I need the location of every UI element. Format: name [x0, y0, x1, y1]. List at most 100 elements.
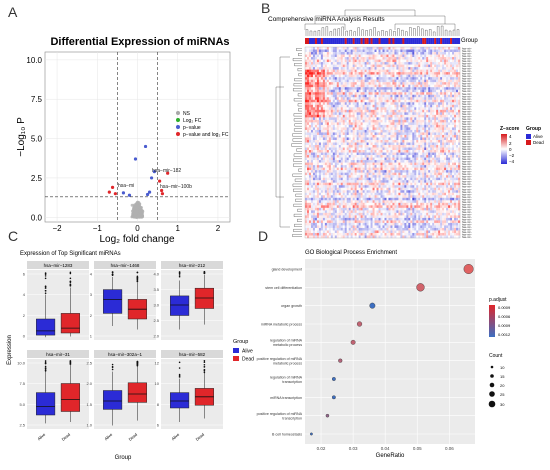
heatmap-cell [386, 109, 389, 113]
volcano-legend: NS Log₂ FC p−value p−value and log₂ FC [176, 111, 229, 138]
heatmap-cell [344, 54, 347, 58]
heatmap-cell [324, 87, 328, 90]
heatmap-cell [370, 124, 373, 128]
heatmap-cell [396, 84, 399, 88]
heatmap-cell [372, 172, 375, 176]
heatmap-cell [396, 170, 399, 173]
heatmap-cell [458, 72, 461, 75]
heatmap-cell [330, 102, 333, 105]
heatmap-cell [446, 162, 449, 166]
heatmap-cell [340, 97, 343, 100]
heatmap-cell [376, 79, 379, 83]
heatmap-cell [314, 92, 318, 95]
heatmap-cell [310, 62, 314, 65]
heatmap-cell [352, 134, 355, 138]
heatmap-cell [382, 94, 385, 98]
heatmap-cell [452, 175, 455, 178]
heatmap-cell [346, 82, 349, 85]
heatmap-cell [350, 157, 353, 161]
heatmap-cell [458, 122, 461, 126]
heatmap-cell [430, 160, 433, 163]
heatmap-cell [428, 139, 431, 143]
heatmap-cell [372, 137, 375, 141]
heatmap-cell [448, 102, 451, 105]
heatmap-cell [320, 119, 324, 123]
heatmap-cell [334, 177, 337, 181]
heatmap-cell [406, 69, 409, 73]
heatmap-cell [310, 187, 314, 191]
heatmap-cell [354, 167, 357, 171]
heatmap-cell [414, 72, 417, 75]
heatmap-cell [432, 170, 435, 173]
heatmap-cell [384, 84, 387, 88]
heatmap-cell [454, 74, 457, 78]
heatmap-cell [310, 109, 314, 113]
heatmap-cell [454, 52, 457, 55]
heatmap-cell [386, 117, 389, 121]
heatmap-cell [418, 89, 421, 93]
heatmap-cell [374, 97, 377, 100]
heatmap-cell [446, 117, 449, 121]
heatmap-cell [404, 102, 407, 105]
heatmap-cell [388, 170, 391, 173]
heatmap-cell [452, 147, 455, 151]
heatmap-cell [330, 104, 333, 108]
heatmap-cell [342, 127, 345, 131]
heatmap-cell [424, 124, 427, 128]
heatmap-cell [368, 117, 371, 121]
heatmap-cell [404, 82, 407, 85]
heatmap-cell [424, 122, 427, 126]
heatmap-cell [386, 127, 389, 131]
heatmap-cell [366, 62, 369, 65]
heatmap-cell [368, 107, 371, 110]
heatmap-cell [360, 64, 363, 68]
heatmap-cell [400, 155, 403, 158]
heatmap-cell [322, 54, 326, 58]
heatmap-cell [312, 102, 316, 105]
heatmap-cell [340, 102, 343, 105]
heatmap-cell [392, 185, 395, 188]
heatmap-cell [376, 162, 379, 166]
heatmap-cell [444, 47, 447, 50]
heatmap-cell [432, 155, 435, 158]
volcano-label-182: hsa−mir−182 [152, 168, 181, 174]
heatmap-cell [328, 172, 331, 176]
heatmap-cell [408, 102, 411, 105]
group-bar-cell [428, 38, 431, 44]
heatmap-cell [370, 49, 373, 53]
heatmap-cell [430, 89, 433, 93]
heatmap-cell [420, 165, 423, 168]
heatmap-cell [324, 129, 328, 133]
heatmap-cell [458, 104, 461, 108]
heatmap-cell [436, 102, 439, 105]
heatmap-cell [432, 74, 435, 78]
heatmap-cell [338, 77, 341, 80]
heatmap-cell [412, 99, 415, 103]
heatmap-cell [430, 129, 433, 133]
heatmap-cell [316, 175, 320, 178]
heatmap-cell [340, 94, 343, 98]
heatmap-cell [360, 94, 363, 98]
heatmap-cell [332, 122, 335, 126]
heatmap-cell [412, 155, 415, 158]
heatmap-cell [444, 92, 447, 95]
heatmap-cell [344, 69, 347, 73]
heatmap-cell [348, 122, 351, 126]
heatmap-cell [416, 150, 419, 153]
heatmap-cell [360, 114, 363, 118]
heatmap-cell [422, 69, 425, 73]
heatmap-cell [328, 157, 331, 161]
heatmap-cell [334, 182, 337, 186]
heatmap-cell [354, 67, 357, 70]
volcano-y-label: −Log₁₀ P [16, 117, 27, 157]
heatmap-cell [338, 49, 341, 53]
heatmap-cell [362, 147, 365, 151]
heatmap-cell [312, 57, 316, 60]
heatmap-cell [344, 74, 347, 78]
heatmap-cell [388, 64, 391, 68]
heatmap-cell [452, 69, 455, 73]
heatmap-cell [348, 165, 351, 168]
heatmap-cell [452, 114, 455, 118]
heatmap-cell [452, 124, 455, 128]
heatmap-cell [346, 160, 349, 163]
